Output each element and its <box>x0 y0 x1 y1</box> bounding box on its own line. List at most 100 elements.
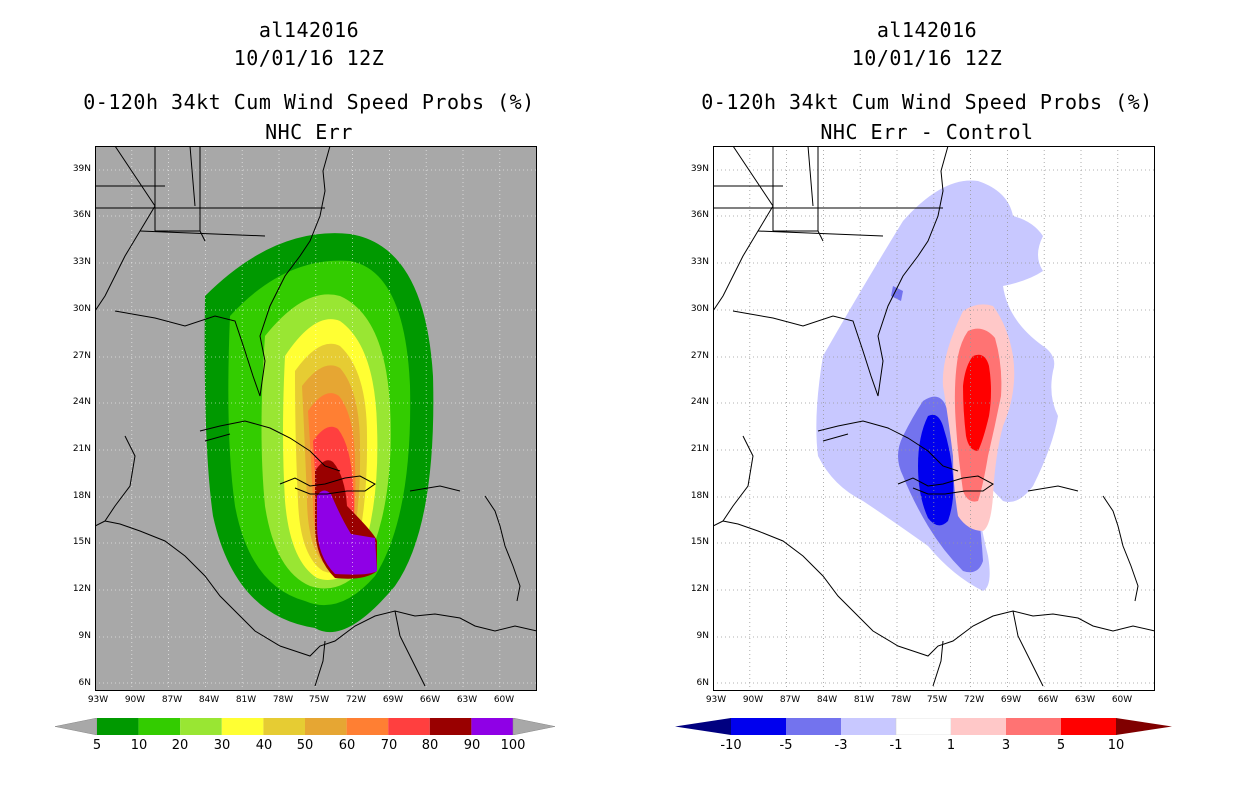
left-panel: al142016 10/01/16 12Z 0-120h 34kt Cum Wi… <box>55 18 555 753</box>
contour-90 <box>317 490 377 575</box>
lat-label: 15N <box>72 537 91 547</box>
subtitle-right: NHC Err - Control <box>820 120 1034 144</box>
lon-label: 93W <box>87 695 109 705</box>
colorbar-overflow-arrow <box>512 718 555 735</box>
title-right: 0-120h 34kt Cum Wind Speed Probs (%) <box>701 90 1153 114</box>
colorbar-swatch <box>429 718 472 735</box>
lat-label: 39N <box>690 164 709 174</box>
lat-label: 6N <box>78 678 91 688</box>
colorbar-overflow-arrow <box>1116 718 1172 735</box>
lat-label: 36N <box>72 210 91 220</box>
lat-label: 12N <box>72 584 91 594</box>
lon-label: 87W <box>161 695 183 705</box>
colorbar-label: -3 <box>834 738 848 753</box>
coastlines <box>95 146 537 687</box>
lat-label: 36N <box>690 210 709 220</box>
lat-label: 39N <box>72 164 91 174</box>
lon-label: 72W <box>345 695 367 705</box>
lat-label: 6N <box>696 678 709 688</box>
lon-label: 93W <box>705 695 727 705</box>
lat-label: 21N <box>690 444 709 454</box>
colorbar-swatch <box>786 718 841 735</box>
colorbar-label: 10 <box>1107 738 1125 753</box>
colorbar-label: 10 <box>130 738 148 753</box>
colorbar-label: 60 <box>338 738 356 753</box>
lat-label: 12N <box>690 584 709 594</box>
lat-label: 33N <box>690 257 709 267</box>
lat-label: 24N <box>72 397 91 407</box>
lon-label: 75W <box>926 695 948 705</box>
lon-label: 60W <box>493 695 515 705</box>
lat-label: 9N <box>696 631 709 641</box>
lat-label: 24N <box>690 397 709 407</box>
lat-label: 27N <box>72 351 91 361</box>
lon-label: 75W <box>308 695 330 705</box>
colorbar-label: 100 <box>500 738 526 753</box>
lon-label: 78W <box>890 695 912 705</box>
colorbar-left <box>55 718 555 735</box>
lon-label: 63W <box>456 695 478 705</box>
right-panel: al142016 10/01/16 12Z 0-120h 34kt Cum Wi… <box>618 0 1236 800</box>
lon-label: 69W <box>382 695 404 705</box>
difference-map <box>713 146 1155 691</box>
coastlines <box>713 146 1155 687</box>
lat-label: 30N <box>72 304 91 314</box>
lat-label: 18N <box>72 491 91 501</box>
subtitle-left: NHC Err <box>265 120 353 144</box>
lon-label: 90W <box>742 695 764 705</box>
colorbar-label: 5 <box>92 738 102 753</box>
colorbar-swatch <box>346 718 389 735</box>
lat-label: 21N <box>72 444 91 454</box>
title-left: 0-120h 34kt Cum Wind Speed Probs (%) <box>83 90 535 114</box>
colorbar-label: 70 <box>380 738 398 753</box>
lon-label: 78W <box>272 695 294 705</box>
colorbar-label: 50 <box>296 738 314 753</box>
lon-label: 69W <box>1000 695 1022 705</box>
lon-label: 66W <box>419 695 441 705</box>
colorbar-label: 30 <box>213 738 231 753</box>
colorbar-label: 3 <box>1001 738 1011 753</box>
colorbar-right <box>675 718 1172 735</box>
colorbar-label: -1 <box>889 738 903 753</box>
lon-label: 72W <box>963 695 985 705</box>
lat-lon-grid <box>713 146 1155 691</box>
colorbar-underflow-arrow <box>675 718 731 735</box>
colorbar-swatch <box>221 718 264 735</box>
lat-label: 30N <box>690 304 709 314</box>
probability-contours <box>204 233 434 633</box>
lon-label: 84W <box>198 695 220 705</box>
colorbar-swatch <box>841 718 896 735</box>
colorbar-swatch <box>895 718 952 735</box>
lon-label: 87W <box>779 695 801 705</box>
colorbar-swatch <box>951 718 1006 735</box>
lon-label: 60W <box>1111 695 1133 705</box>
colorbar-swatch <box>1006 718 1061 735</box>
colorbar-label: 90 <box>463 738 481 753</box>
lat-label: 15N <box>690 537 709 547</box>
lon-label: 84W <box>816 695 838 705</box>
storm-id-left: al142016 <box>258 18 360 42</box>
lon-label: 81W <box>853 695 875 705</box>
colorbar-swatch <box>138 718 181 735</box>
lon-label: 63W <box>1074 695 1096 705</box>
colorbar-swatch <box>263 718 305 735</box>
colorbar-label: -5 <box>779 738 793 753</box>
datetime-left: 10/01/16 12Z <box>233 46 385 70</box>
colorbar-label: -10 <box>720 738 742 753</box>
colorbar-swatch <box>471 718 513 735</box>
storm-id-right: al142016 <box>876 18 978 42</box>
lat-label: 18N <box>690 491 709 501</box>
colorbar-label: 80 <box>421 738 439 753</box>
lat-label: 9N <box>78 631 91 641</box>
colorbar-label: 5 <box>1056 738 1066 753</box>
datetime-right: 10/01/16 12Z <box>851 46 1003 70</box>
contour-neg-5 <box>918 414 954 526</box>
colorbar-label: 20 <box>171 738 189 753</box>
colorbar-underflow-arrow <box>55 718 98 735</box>
colorbar-swatch <box>1061 718 1116 735</box>
colorbar-label: 1 <box>946 738 956 753</box>
contour-neg-1 <box>816 180 1058 591</box>
probability-map <box>95 146 537 691</box>
lon-label: 90W <box>124 695 146 705</box>
lon-label: 81W <box>235 695 257 705</box>
